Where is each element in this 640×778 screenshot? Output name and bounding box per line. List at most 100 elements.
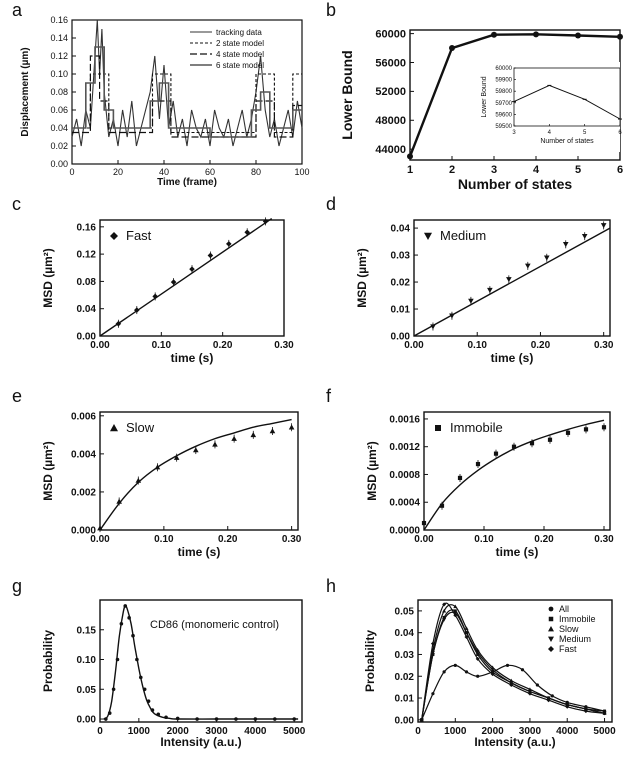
data-point	[127, 616, 131, 620]
data-point	[601, 223, 607, 228]
x-axis-label: Intensity (a.u.)	[474, 735, 555, 749]
data-point-circle	[536, 683, 539, 686]
x-tick-label: 20	[113, 167, 123, 177]
panel-letter-a: a	[12, 0, 23, 20]
legend-marker	[548, 646, 554, 652]
data-point	[525, 264, 531, 269]
y-tick-label: 44000	[375, 144, 406, 156]
y-tick-label: 52000	[375, 86, 406, 98]
series-line-1	[72, 20, 302, 146]
panel-letter-c: c	[12, 194, 21, 214]
legend-entry: Immobile	[450, 420, 503, 435]
y-tick-label: 0.004	[71, 449, 96, 460]
y-tick-label: 0.04	[50, 123, 68, 133]
y-axis-label: MSD (µm²)	[365, 441, 379, 501]
panel-letter-d: d	[326, 194, 336, 214]
x-tick-label: 0.10	[154, 534, 174, 545]
y-tick-label: 0.12	[77, 250, 97, 261]
inset-y-tick-label: 59500	[495, 124, 512, 130]
y-axis-label: MSD (µm²)	[41, 441, 55, 501]
inset-y-tick-label: 60000	[495, 66, 512, 72]
data-point	[548, 438, 552, 442]
x-tick-label: 3	[491, 164, 497, 176]
x-tick-label: 0.10	[152, 340, 172, 351]
y-tick-label: 0.00	[395, 715, 415, 726]
x-tick-label: 5000	[593, 726, 616, 737]
y-tick-label: 0.02	[395, 672, 415, 683]
data-point	[487, 288, 493, 293]
y-tick-label: 0.10	[77, 655, 97, 666]
legend-entry: 4 state model	[216, 50, 264, 59]
legend-entry: Slow	[559, 624, 579, 634]
x-tick-label: 0.30	[282, 534, 302, 545]
legend-entry: Medium	[559, 634, 591, 644]
data-point	[512, 445, 516, 449]
x-tick-label: 0.30	[274, 340, 294, 351]
data-point	[407, 153, 413, 159]
data-point	[164, 715, 168, 719]
x-tick-label: 5000	[283, 726, 306, 737]
data-point-circle	[476, 675, 479, 678]
data-point	[112, 687, 116, 691]
y-axis-label: Probability	[41, 630, 55, 692]
legend-entry: 2 state model	[216, 39, 264, 48]
y-tick-label: 0.02	[391, 278, 411, 289]
data-point-circle	[431, 692, 434, 695]
inset-y-tick-label: 59800	[495, 89, 512, 95]
data-point	[491, 32, 497, 38]
y-tick-label: 0.14	[50, 33, 68, 43]
x-tick-label: 0	[69, 167, 74, 177]
y-tick-label: 0.002	[71, 487, 96, 498]
y-tick-label: 48000	[375, 115, 406, 127]
legend-entry: Fast	[126, 228, 152, 243]
data-point	[506, 277, 512, 282]
x-axis-label: time (s)	[171, 351, 214, 365]
data-point	[530, 441, 534, 445]
legend-marker	[110, 424, 118, 431]
legend-marker	[548, 626, 554, 631]
x-tick-label: 1000	[128, 726, 151, 737]
data-point	[449, 45, 455, 51]
x-axis-label: Intensity (a.u.)	[160, 735, 241, 749]
legend-entry: Medium	[440, 228, 486, 243]
x-tick-label: 100	[294, 167, 309, 177]
data-point	[212, 442, 218, 447]
fit-line-circle	[422, 665, 605, 719]
legend-entry: Slow	[126, 420, 155, 435]
y-tick-label: 0.000	[71, 526, 96, 537]
fit-line	[424, 420, 604, 530]
x-tick-label: 0.20	[218, 534, 238, 545]
data-point-circle	[506, 664, 509, 667]
panel-letter-e: e	[12, 386, 22, 406]
data-point	[476, 462, 480, 466]
data-point	[422, 521, 426, 525]
legend-marker	[548, 637, 554, 642]
x-tick-label: 5	[575, 164, 581, 176]
legend-entry: Fast	[559, 644, 577, 654]
data-point	[147, 699, 151, 703]
data-point	[292, 717, 296, 721]
data-point	[231, 436, 237, 441]
x-tick-label: 1	[407, 164, 413, 176]
data-point-circle	[521, 668, 524, 671]
data-point	[123, 604, 127, 608]
y-tick-label: 0.03	[395, 650, 415, 661]
panel-letter-g: g	[12, 576, 22, 596]
legend-marker	[549, 607, 554, 612]
y-tick-label: 0.0004	[389, 498, 420, 509]
inset-y-tick-label: 59900	[495, 78, 512, 84]
data-point	[575, 32, 581, 38]
chart-annotation: CD86 (monomeric control)	[150, 619, 279, 631]
data-point	[250, 432, 256, 437]
inset-y-tick-label: 59700	[495, 101, 512, 107]
data-point	[254, 717, 258, 721]
x-tick-label: 0.10	[467, 340, 487, 351]
y-axis-label: Lower Bound	[339, 50, 355, 139]
x-tick-label: 0.10	[474, 534, 494, 545]
y-tick-label: 0.006	[71, 411, 96, 422]
legend-entry: Immobile	[559, 614, 596, 624]
x-tick-label: 4	[533, 164, 540, 176]
legend-marker	[424, 233, 432, 240]
y-tick-label: 0.00	[77, 715, 97, 726]
panel-letter-h: h	[326, 576, 336, 596]
